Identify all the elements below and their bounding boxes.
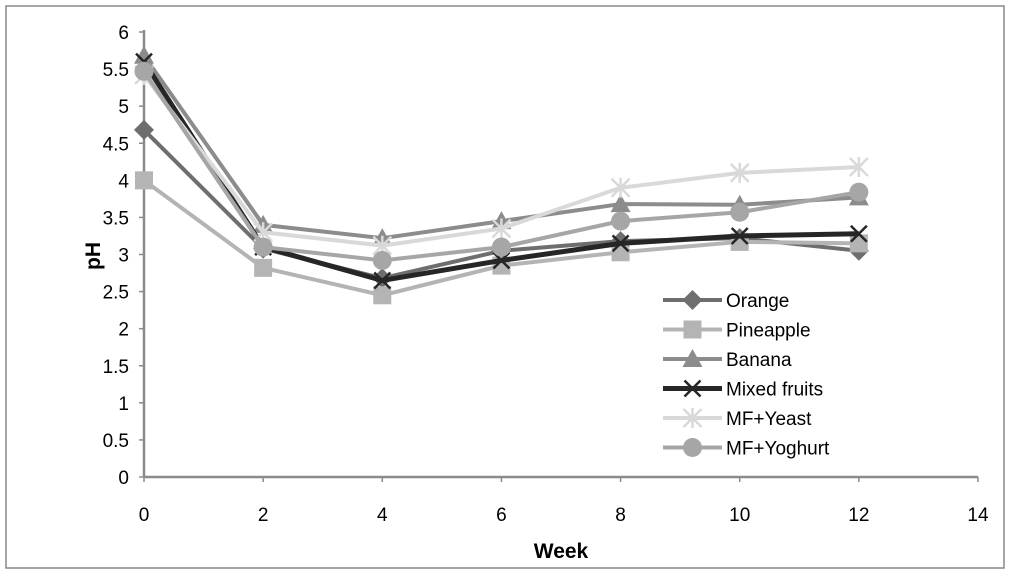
legend-swatch-marker	[683, 379, 702, 398]
data-point-mf-yoghurt	[491, 237, 511, 257]
data-point-mixed-fruits	[611, 234, 630, 253]
series-mf-yoghurt	[134, 61, 869, 270]
legend-swatch-marker	[682, 349, 703, 367]
data-point-pineapple	[849, 234, 868, 253]
legend-label: Pineapple	[726, 321, 811, 342]
data-point-banana	[134, 45, 154, 64]
legend-swatch-marker	[682, 408, 703, 428]
data-point-mf-yoghurt	[372, 250, 392, 270]
y-tick-label: 2.5	[103, 283, 129, 304]
data-point-orange	[134, 119, 154, 140]
legend-label: MF+Yoghurt	[726, 439, 830, 460]
y-tick-label: 4	[118, 171, 129, 192]
legend-label: Banana	[726, 350, 792, 371]
data-point-mixed-fruits	[492, 251, 511, 270]
data-point-mixed-fruits	[730, 227, 749, 245]
x-tick-label: 12	[848, 505, 869, 526]
x-axis-title: Week	[534, 540, 589, 563]
axes: 0 0.5 1 1.5 2 2.5 3 3.5 4 4.5 5 5.5 6 0 2 4 6 8 10 12 14	[103, 23, 989, 526]
series-mf-yeast	[134, 65, 869, 256]
data-point-mixed-fruits	[849, 224, 868, 243]
y-tick-label: 0	[118, 468, 129, 489]
legend-item-pineapple: Pineapple	[663, 320, 811, 342]
data-point-mf-yoghurt	[849, 182, 869, 202]
x-tick-label: 0	[139, 505, 150, 526]
legend-swatch-marker	[682, 290, 703, 310]
data-point-pineapple	[373, 286, 392, 305]
y-tick-label: 4.5	[103, 134, 129, 155]
data-point-mf-yeast	[729, 162, 750, 183]
y-tick-label: 5	[118, 97, 129, 118]
y-tick-label: 1.5	[103, 357, 129, 378]
y-tick-label: 1	[118, 394, 129, 415]
legend-label: Mixed fruits	[726, 380, 823, 401]
y-axis-title: pH	[82, 242, 105, 270]
x-tick-label: 14	[967, 505, 989, 526]
data-point-banana	[610, 194, 631, 213]
data-point-mixed-fruits	[373, 271, 392, 290]
x-tick-label: 2	[258, 505, 269, 526]
data-point-mf-yeast	[848, 156, 869, 177]
data-point-mf-yeast	[491, 218, 512, 239]
legend-label: Orange	[726, 291, 789, 312]
y-tick-label: 0.5	[103, 431, 129, 452]
data-point-mf-yoghurt	[134, 61, 154, 81]
y-tick-label: 5.5	[103, 60, 129, 81]
x-tick-label: 8	[615, 505, 626, 526]
data-point-pineapple	[254, 258, 273, 277]
y-tick-label: 2	[118, 320, 129, 341]
legend-item-banana: Banana	[663, 349, 792, 371]
data-point-mf-yoghurt	[253, 237, 273, 257]
x-tick-label: 4	[377, 505, 388, 526]
chart-frame	[5, 5, 1005, 569]
data-point-mf-yoghurt	[730, 202, 750, 222]
y-tick-label: 3	[118, 246, 129, 267]
legend-item-mixed-fruits: Mixed fruits	[663, 380, 823, 401]
data-point-pineapple	[135, 171, 153, 190]
legend-item-mf-yeast: MF+Yeast	[663, 408, 812, 430]
y-tick-label: 6	[118, 23, 129, 44]
legend-item-mf-yoghurt: MF+Yoghurt	[663, 438, 830, 460]
data-point-mf-yeast	[610, 177, 631, 198]
legend-swatch-marker	[683, 438, 702, 457]
data-point-mf-yoghurt	[611, 211, 631, 231]
y-tick-label: 3.5	[103, 208, 129, 229]
x-tick-label: 6	[496, 505, 507, 526]
legend-item-orange: Orange	[663, 290, 789, 312]
legend: Orange Pineapple Banana Mixed fruits MF+Yeas…	[663, 290, 830, 460]
plot-area	[134, 45, 869, 305]
legend-swatch-marker	[683, 320, 702, 339]
x-tick-label: 10	[729, 505, 750, 526]
legend-label: MF+Yeast	[726, 409, 812, 430]
